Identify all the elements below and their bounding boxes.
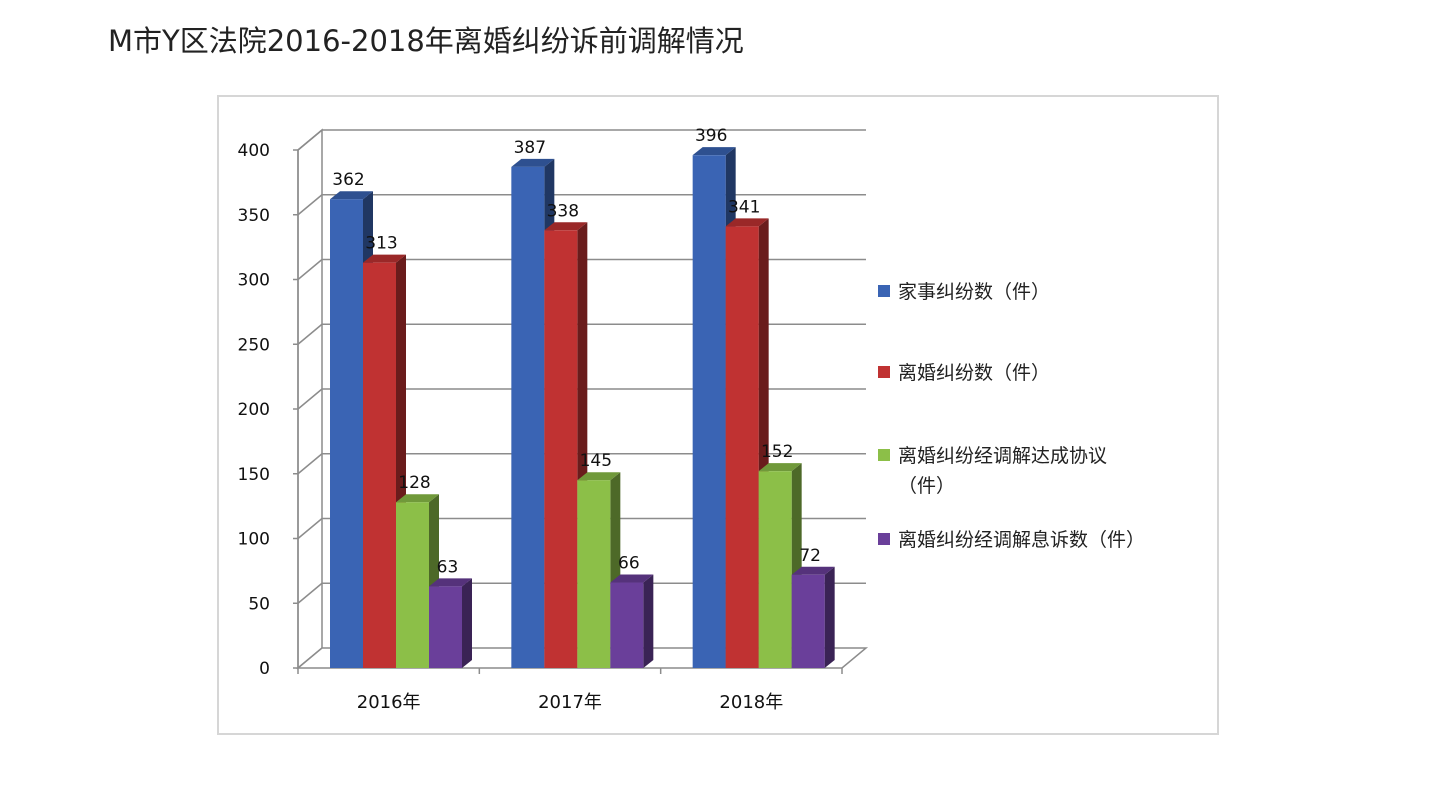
bar-top [396, 494, 439, 503]
legend-swatch [878, 533, 890, 545]
bar [610, 582, 644, 668]
gridline-side [297, 388, 323, 410]
y-tick-label: 100 [238, 530, 270, 550]
bar [758, 471, 792, 668]
gridline-side [297, 582, 323, 604]
bar-top [363, 254, 406, 263]
legend-label: （件） [898, 475, 955, 497]
bar [791, 574, 825, 668]
legend-label: 离婚纠纷经调解达成协议 [898, 445, 1107, 467]
bar [544, 230, 578, 669]
data-label: 66 [618, 554, 640, 574]
gridline-side [297, 517, 323, 540]
legend-swatch [878, 449, 890, 461]
bar-top [577, 472, 621, 481]
bar [396, 502, 429, 668]
y-axis: 0 50 100 150 200 250 300 350 400 [238, 141, 299, 679]
y-tick-label: 350 [238, 206, 270, 226]
bar-top [429, 578, 472, 587]
bar [330, 199, 363, 668]
y-tick-label: 300 [238, 271, 270, 291]
y-tick-label: 250 [238, 335, 270, 355]
bar-side [643, 574, 654, 668]
bar-top [725, 218, 769, 227]
data-label: 396 [695, 126, 727, 146]
data-labels: 362 313 128 63 387 338 145 66 396 341 152 72 [332, 126, 821, 577]
bar-top [610, 574, 654, 583]
data-label: 387 [514, 138, 546, 158]
data-label: 145 [580, 451, 612, 471]
legend: 家事纠纷数（件） 离婚纠纷数（件） 离婚纠纷经调解达成协议 （件） 离婚纠纷经调解息诉数… [878, 281, 1145, 551]
legend-label: 家事纠纷数（件） [898, 281, 1050, 303]
bar [692, 155, 726, 668]
y-tick-label: 200 [238, 400, 270, 420]
data-label: 362 [332, 170, 364, 190]
y-tick-label: 150 [238, 465, 270, 485]
gridline-side [297, 453, 323, 475]
bar-side [824, 566, 835, 668]
data-label: 338 [547, 201, 579, 221]
bar-top [758, 463, 802, 472]
page-title: M市Y区法院2016-2018年离婚纠纷诉前调解情况 [108, 24, 744, 58]
bar [577, 480, 611, 668]
data-label: 341 [728, 197, 760, 217]
data-label: 152 [761, 442, 793, 462]
bar [429, 586, 462, 668]
gridline-side [297, 194, 323, 216]
data-label: 128 [398, 473, 430, 493]
gridline-side [297, 323, 323, 345]
bar-side [462, 578, 472, 668]
bar [511, 166, 545, 668]
data-label: 313 [365, 234, 397, 254]
x-axis: 2016年 2017年 2018年 [297, 668, 843, 713]
bar [363, 262, 396, 668]
legend-label: 离婚纠纷数（件） [898, 362, 1050, 384]
x-tick-label: 2018年 [719, 692, 783, 713]
bar-top [692, 147, 736, 156]
bar-top [791, 566, 835, 575]
y-tick-label: 0 [259, 659, 270, 679]
bar-top [330, 191, 373, 200]
chart-bars [330, 147, 835, 669]
y-tick-label: 400 [238, 141, 270, 161]
gridline-side [297, 129, 323, 151]
data-label: 63 [437, 557, 459, 577]
bar-top [544, 222, 588, 231]
gridline-side [297, 258, 323, 281]
legend-label: 离婚纠纷经调解息诉数（件） [898, 529, 1145, 551]
data-label: 72 [799, 546, 821, 566]
bar-top [511, 158, 555, 167]
legend-swatch [878, 285, 890, 297]
bar [725, 226, 759, 668]
x-tick-label: 2016年 [357, 692, 421, 713]
x-tick-label: 2017年 [538, 692, 602, 713]
legend-swatch [878, 366, 890, 378]
y-tick-label: 50 [248, 594, 270, 614]
